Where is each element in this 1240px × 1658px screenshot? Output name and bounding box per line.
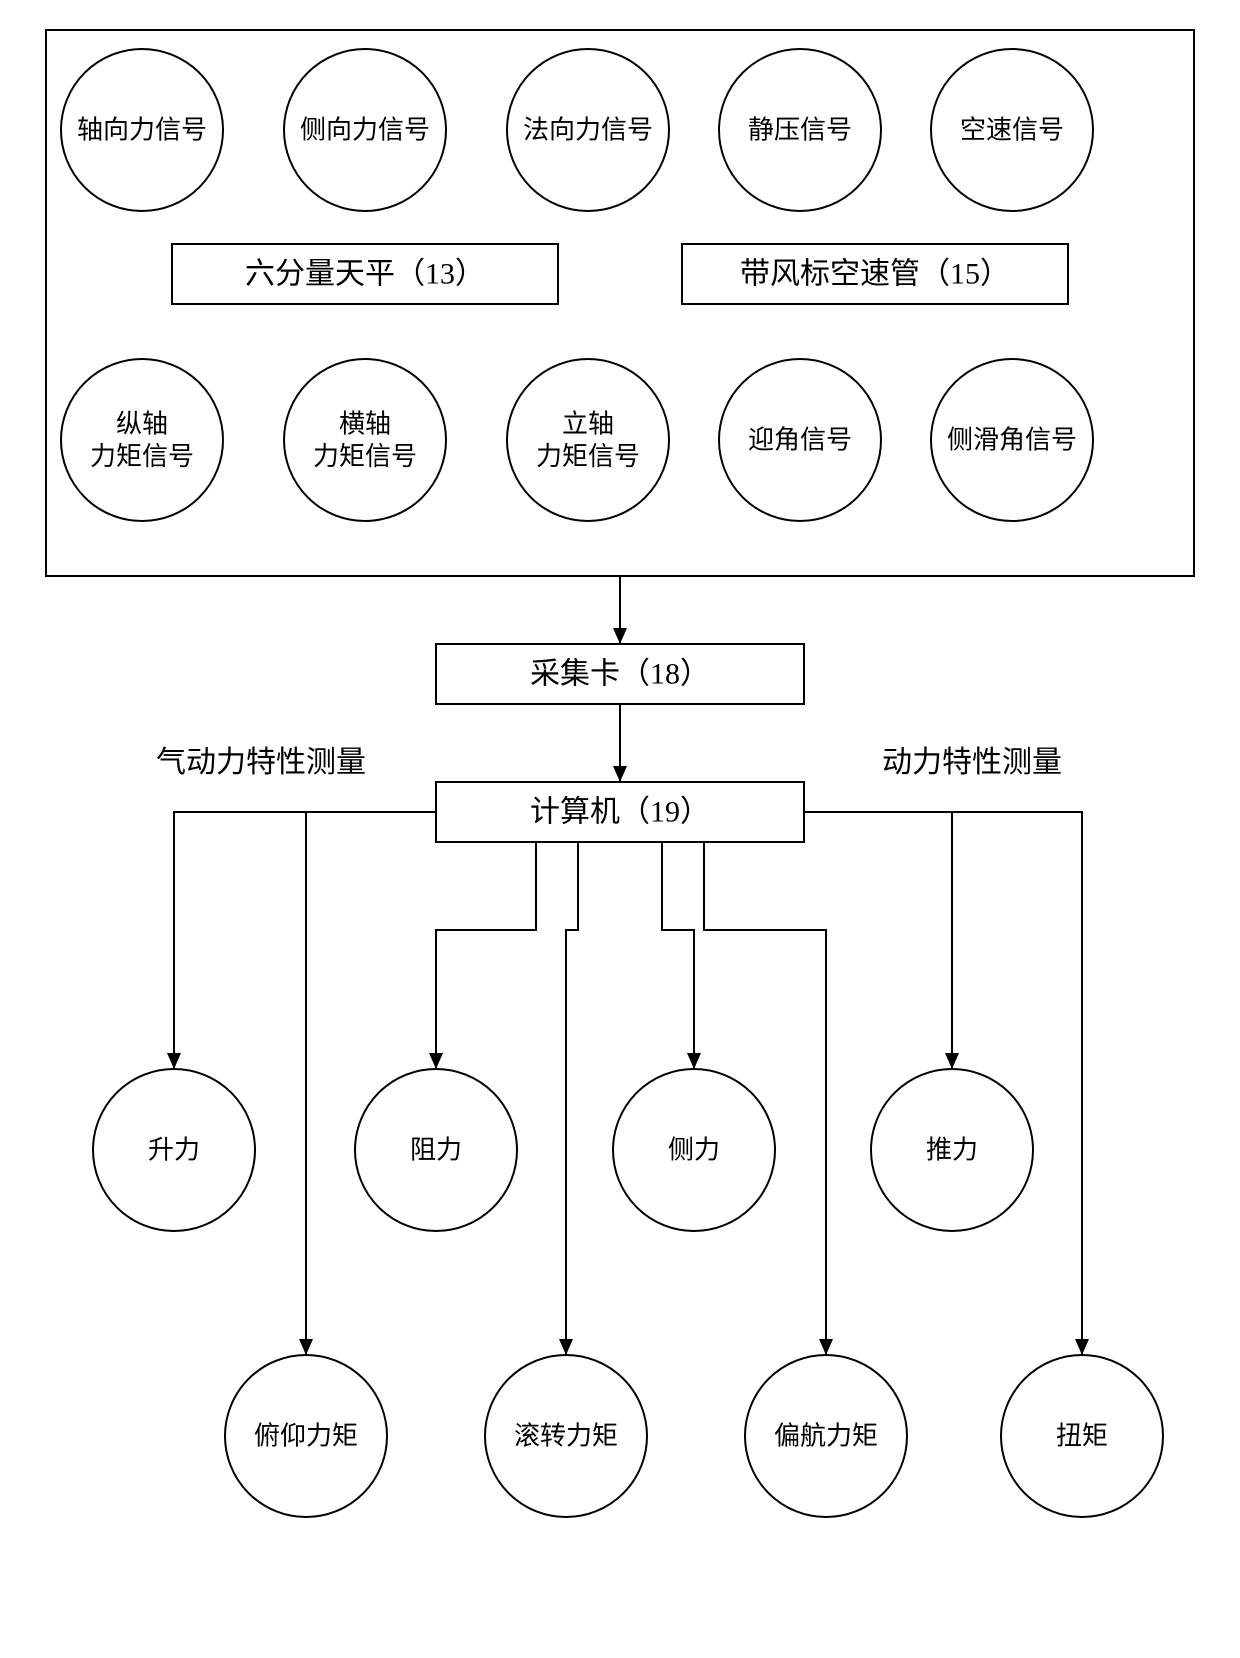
node-drag-text: 阻力 <box>410 1136 462 1165</box>
node-lateral-text: 侧向力信号 <box>300 116 430 145</box>
edge-e17 <box>662 842 694 1069</box>
node-long_moment-text: 力矩信号 <box>90 442 194 471</box>
node-sideslip-text: 侧滑角信号 <box>947 426 1077 455</box>
node-normal-text: 法向力信号 <box>523 116 653 145</box>
node-side-text: 侧力 <box>668 1136 720 1165</box>
balance-label: 六分量天平（13） <box>245 258 485 291</box>
node-lat_moment-text: 横轴 <box>339 409 391 438</box>
node-lat_moment-text: 力矩信号 <box>313 442 417 471</box>
edge-e16 <box>566 842 578 1355</box>
node-static-text: 静压信号 <box>748 116 852 145</box>
node-vert_moment-text: 立轴 <box>562 409 614 438</box>
node-thrust-text: 推力 <box>926 1136 978 1165</box>
edge-e15 <box>436 842 536 1069</box>
node-long_moment <box>61 359 223 521</box>
dyn-label: 动力特性测量 <box>882 746 1062 779</box>
node-torque-text: 扭矩 <box>1056 1422 1108 1451</box>
node-vert_moment <box>507 359 669 521</box>
node-vert_moment-text: 力矩信号 <box>536 442 640 471</box>
acq-label: 采集卡（18） <box>530 658 710 691</box>
node-airspeed-text: 空速信号 <box>960 116 1064 145</box>
node-axial-text: 轴向力信号 <box>77 116 207 145</box>
pitot-label: 带风标空速管（15） <box>740 258 1010 291</box>
node-pitch_m-text: 俯仰力矩 <box>254 1422 358 1451</box>
node-lift-text: 升力 <box>148 1136 200 1165</box>
cpu-label: 计算机（19） <box>530 796 710 829</box>
node-aoa-text: 迎角信号 <box>748 426 852 455</box>
node-yaw_m-text: 偏航力矩 <box>774 1422 878 1451</box>
aero-label: 气动力特性测量 <box>156 746 366 779</box>
node-lat_moment <box>284 359 446 521</box>
node-long_moment-text: 纵轴 <box>116 409 168 438</box>
node-roll_m-text: 滚转力矩 <box>514 1422 618 1451</box>
